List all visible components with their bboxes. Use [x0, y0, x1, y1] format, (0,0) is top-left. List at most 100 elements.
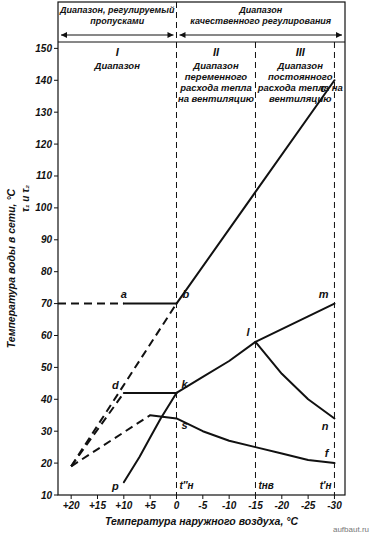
- point-label: a: [121, 288, 127, 300]
- data-line: [124, 393, 177, 482]
- point-label: n: [322, 420, 329, 432]
- y-tick-label: 90: [41, 234, 53, 245]
- range-arrow: [179, 35, 342, 36]
- x-tick-label: -10: [222, 500, 237, 511]
- point-label: l: [246, 326, 250, 338]
- data-line: [124, 392, 177, 394]
- boundary-label: t″н: [179, 480, 193, 491]
- x-tick-label: -30: [327, 500, 342, 511]
- plot-lines: [58, 80, 334, 482]
- point-label: f: [325, 447, 330, 459]
- y-tick: [54, 207, 58, 208]
- region-label: постоянного: [268, 71, 333, 82]
- y-tick-label: 150: [35, 43, 52, 54]
- region-numeral: III: [296, 46, 306, 58]
- y-tick: [54, 175, 58, 176]
- data-line: [150, 415, 334, 463]
- x-tick: [150, 495, 151, 499]
- y-axis-title: Температура воды в сети, °C: [5, 188, 17, 348]
- region-numeral: II: [213, 46, 220, 58]
- point-label: b: [182, 288, 189, 300]
- y-tick: [54, 303, 58, 304]
- y-tick: [54, 335, 58, 336]
- y-axis-symbols: τ₁ и τ₂: [20, 185, 31, 212]
- data-line: [176, 80, 334, 303]
- source: aufbaut.ru: [333, 525, 369, 534]
- point-label: p: [111, 480, 119, 492]
- point-label: k: [181, 378, 188, 390]
- range-arrow: [61, 35, 173, 36]
- x-tick: [71, 495, 72, 499]
- y-tick-label: 120: [35, 139, 52, 150]
- frame: [58, 2, 345, 495]
- boundary-label: tнв: [258, 480, 273, 491]
- y-tick: [54, 431, 58, 432]
- point-label: m: [319, 288, 329, 300]
- data-line: [176, 304, 334, 393]
- x-tick: [123, 495, 124, 499]
- boundary-line: [255, 42, 256, 495]
- boundary-line: [176, 2, 177, 495]
- y-tick: [54, 80, 58, 81]
- y-tick-label: 100: [35, 202, 52, 213]
- x-tick: [97, 495, 98, 499]
- region-label: на вентиляцию: [178, 93, 254, 104]
- header-divider: [58, 42, 345, 43]
- x-tick-label: +10: [115, 500, 132, 511]
- chart: t″н tнв t′н Диапазон, регулируемыйпропускам…: [0, 0, 372, 534]
- data-line: [255, 342, 334, 419]
- x-tick: [255, 495, 256, 499]
- x-tick: [202, 495, 203, 499]
- x-tick-label: -20: [275, 500, 290, 511]
- arrow-head: [179, 32, 342, 38]
- y-tick: [54, 112, 58, 113]
- y-tick: [54, 271, 58, 272]
- x-tick-label: +15: [89, 500, 106, 511]
- data-line: [71, 304, 176, 467]
- arrow-head: [61, 32, 173, 38]
- x-tick-label: 0: [174, 500, 180, 511]
- y-tick-label: 30: [41, 426, 53, 437]
- y-tick-label: 110: [36, 170, 52, 181]
- x-tick-label: -15: [248, 500, 263, 511]
- y-tick-label: 50: [41, 362, 53, 373]
- y-tick-label: 70: [41, 298, 53, 309]
- point-label: d: [112, 379, 119, 391]
- region-label: Диапазон: [94, 60, 141, 71]
- x-tick: [176, 495, 177, 499]
- boundary-line: [334, 42, 335, 495]
- y-tick: [54, 144, 58, 145]
- region-label: Диапазон: [192, 60, 239, 71]
- x-axis-title: Температура наружного воздуха, °C: [105, 515, 298, 527]
- y-tick-label: 20: [40, 458, 53, 469]
- point-label: s: [181, 419, 187, 431]
- region-label: переменного: [185, 71, 248, 82]
- data-line: [71, 393, 124, 466]
- y-tick: [54, 399, 58, 400]
- y-tick: [54, 48, 58, 49]
- data-line: [58, 303, 124, 305]
- range-title: пропусками: [90, 16, 144, 26]
- boundary-label: t′н: [320, 480, 332, 491]
- y-tick: [54, 495, 58, 496]
- x-tick: [308, 495, 309, 499]
- y-tick: [54, 239, 58, 240]
- y-tick: [54, 367, 58, 368]
- y-tick-label: 80: [41, 266, 53, 277]
- y-tick-label: 40: [40, 394, 53, 405]
- x-tick: [229, 495, 230, 499]
- y-tick-label: 60: [41, 330, 53, 341]
- x-tick-label: -25: [301, 500, 316, 511]
- region-numeral: I: [116, 46, 120, 58]
- y-tick: [54, 463, 58, 464]
- range-title: Диапазон: [238, 5, 282, 15]
- x-tick: [334, 495, 335, 499]
- y-tick-label: 140: [35, 75, 52, 86]
- point-label: c: [320, 82, 326, 94]
- range-title: качественного регулирования: [190, 16, 332, 26]
- region-label: Диапазон: [277, 60, 324, 71]
- y-tick-label: 10: [41, 490, 53, 501]
- background: [0, 0, 372, 534]
- range-title: Диапазон, регулируемый: [59, 5, 175, 15]
- x-tick-label: -5: [198, 500, 207, 511]
